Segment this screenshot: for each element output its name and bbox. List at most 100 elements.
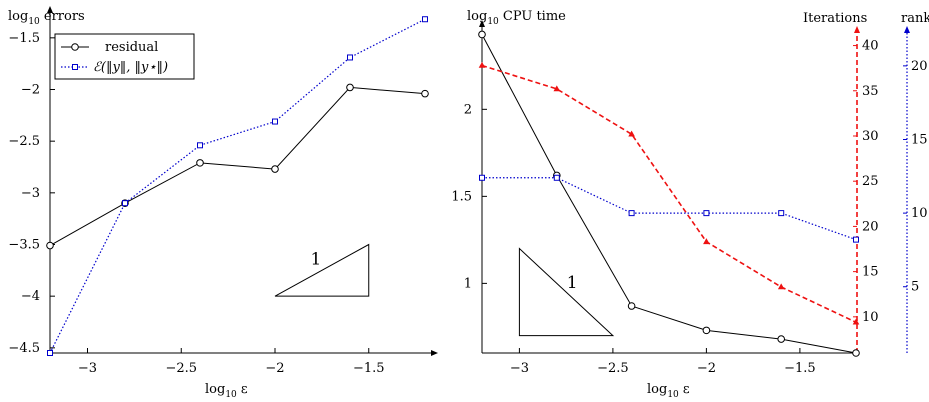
iterations-tick-label: 35 xyxy=(862,84,879,99)
left-legend-box xyxy=(54,33,195,80)
left-y-tick-label: −1.5 xyxy=(8,31,40,46)
right-slope-triangle: 1 xyxy=(518,247,615,337)
right-slope-triangle-shape xyxy=(518,247,615,337)
iterations-tick-label: 40 xyxy=(862,39,879,54)
left-slope-triangle: 1 xyxy=(274,243,370,297)
line-iterations xyxy=(481,64,857,323)
point-iterations xyxy=(628,130,635,137)
left-y-axis-arrow xyxy=(47,6,53,13)
left-y-tick-label: −2.5 xyxy=(8,134,40,149)
line-residual xyxy=(49,86,426,246)
line-error-estimate xyxy=(49,18,426,354)
iterations-tick-label: 30 xyxy=(862,129,879,144)
iterations-axis-arrow xyxy=(854,26,860,33)
right-x-tick-label: −1.5 xyxy=(784,361,816,376)
point-rank xyxy=(853,236,859,243)
point-cpu-time xyxy=(852,349,860,357)
left-legend: residual ℰ(‖y‖, ‖y⋆‖) xyxy=(54,33,195,80)
series-iterations xyxy=(478,61,860,325)
line-cpu-time xyxy=(481,34,857,354)
point-error-estimate xyxy=(422,16,428,23)
legend-entry-residual: residual xyxy=(61,40,158,55)
point-iterations xyxy=(703,238,710,245)
point-rank xyxy=(553,174,560,181)
point-error-estimate xyxy=(197,142,203,149)
point-cpu-time xyxy=(478,30,486,39)
right-axes xyxy=(479,20,910,354)
point-residual xyxy=(196,159,204,167)
iterations-tick-label: 20 xyxy=(862,219,879,234)
rank-axis-arrow xyxy=(904,26,910,33)
point-residual xyxy=(421,89,429,98)
series-error-estimate xyxy=(47,16,428,356)
left-y-tick-label: −2 xyxy=(21,83,40,98)
left-x-tick-label: −2.5 xyxy=(165,361,197,376)
point-cpu-time xyxy=(627,302,636,310)
point-error-estimate xyxy=(347,54,353,61)
iterations-axis-label: Iterations xyxy=(803,11,867,26)
rank-tick-label: 5 xyxy=(911,280,919,295)
point-residual xyxy=(271,165,279,173)
right-y-tick-label: 2 xyxy=(464,102,472,117)
right-x-ticks: −3 −2.5 −2 −1.5 xyxy=(510,348,816,376)
point-iterations xyxy=(777,283,785,290)
right-x-axis-label: log10 ε xyxy=(647,382,690,400)
left-x-axis-arrow xyxy=(431,350,438,356)
iterations-tick-label: 15 xyxy=(862,265,879,280)
point-iterations xyxy=(852,318,860,325)
right-y-ticks: 11.52 xyxy=(451,102,487,291)
point-iterations xyxy=(478,61,486,68)
iterations-tick-label: 25 xyxy=(862,174,879,189)
point-cpu-time xyxy=(777,335,786,343)
point-rank xyxy=(628,210,635,217)
point-cpu-time xyxy=(702,326,711,335)
rank-axis-label: rank xyxy=(901,11,929,26)
left-slope-triangle-shape xyxy=(274,243,370,297)
left-x-tick-label: −3 xyxy=(78,361,97,376)
right-y-tick-label: 1 xyxy=(464,276,472,291)
left-y-tick-label: −4 xyxy=(21,289,40,304)
point-error-estimate xyxy=(122,200,128,207)
rank-tick-label: 10 xyxy=(911,206,928,221)
left-chart-errors: −3 −2.5 −2 −1.5 −4.5 −4 −3.5 −3 −2.5 −2 −1.5 1 lo… xyxy=(8,6,438,400)
point-residual xyxy=(46,241,54,250)
rank-tick-label: 20 xyxy=(911,59,928,74)
rank-axis-ticks: 5 10 15 20 xyxy=(903,59,928,295)
legend-entry-error-estimate: ℰ(‖y‖, ‖y⋆‖) xyxy=(61,60,168,75)
right-x-tick-label: −2 xyxy=(697,361,716,376)
point-residual xyxy=(346,83,354,92)
right-y-tick-label: 1.5 xyxy=(451,189,472,204)
point-error-estimate xyxy=(47,350,53,356)
point-iterations xyxy=(553,85,561,92)
series-cpu-time xyxy=(478,30,860,357)
left-y-tick-label: −3 xyxy=(21,186,40,201)
iterations-axis-ticks: 10 15 20 25 30 35 40 xyxy=(853,39,879,325)
legend-marker-error-estimate xyxy=(72,64,78,70)
right-y-axis-label: log10 CPU time xyxy=(467,9,566,27)
left-x-tick-label: −1.5 xyxy=(353,361,385,376)
left-y-tick-label: −4.5 xyxy=(8,341,40,356)
left-y-axis-label: log10 errors xyxy=(8,9,85,27)
right-slope-label: 1 xyxy=(567,273,578,293)
point-rank xyxy=(778,210,785,217)
left-y-ticks: −4.5 −4 −3.5 −3 −2.5 −2 −1.5 xyxy=(8,31,55,356)
iterations-tick-label: 10 xyxy=(862,310,879,325)
point-rank xyxy=(479,174,485,181)
rank-tick-label: 15 xyxy=(911,132,928,147)
left-x-tick-label: −2 xyxy=(265,361,284,376)
series-rank xyxy=(479,174,859,243)
left-y-tick-label: −3.5 xyxy=(8,238,40,253)
left-slope-label: 1 xyxy=(310,249,321,269)
left-series xyxy=(46,16,429,356)
series-residual xyxy=(46,83,429,250)
right-x-tick-label: −3 xyxy=(510,361,529,376)
legend-marker-residual xyxy=(71,43,79,51)
legend-label-residual: residual xyxy=(105,40,158,55)
point-rank xyxy=(703,210,710,217)
legend-label-error-estimate: ℰ(‖y‖, ‖y⋆‖) xyxy=(93,60,168,75)
right-series xyxy=(478,30,860,357)
right-y-axis-arrow xyxy=(479,20,485,27)
line-rank xyxy=(482,177,857,241)
